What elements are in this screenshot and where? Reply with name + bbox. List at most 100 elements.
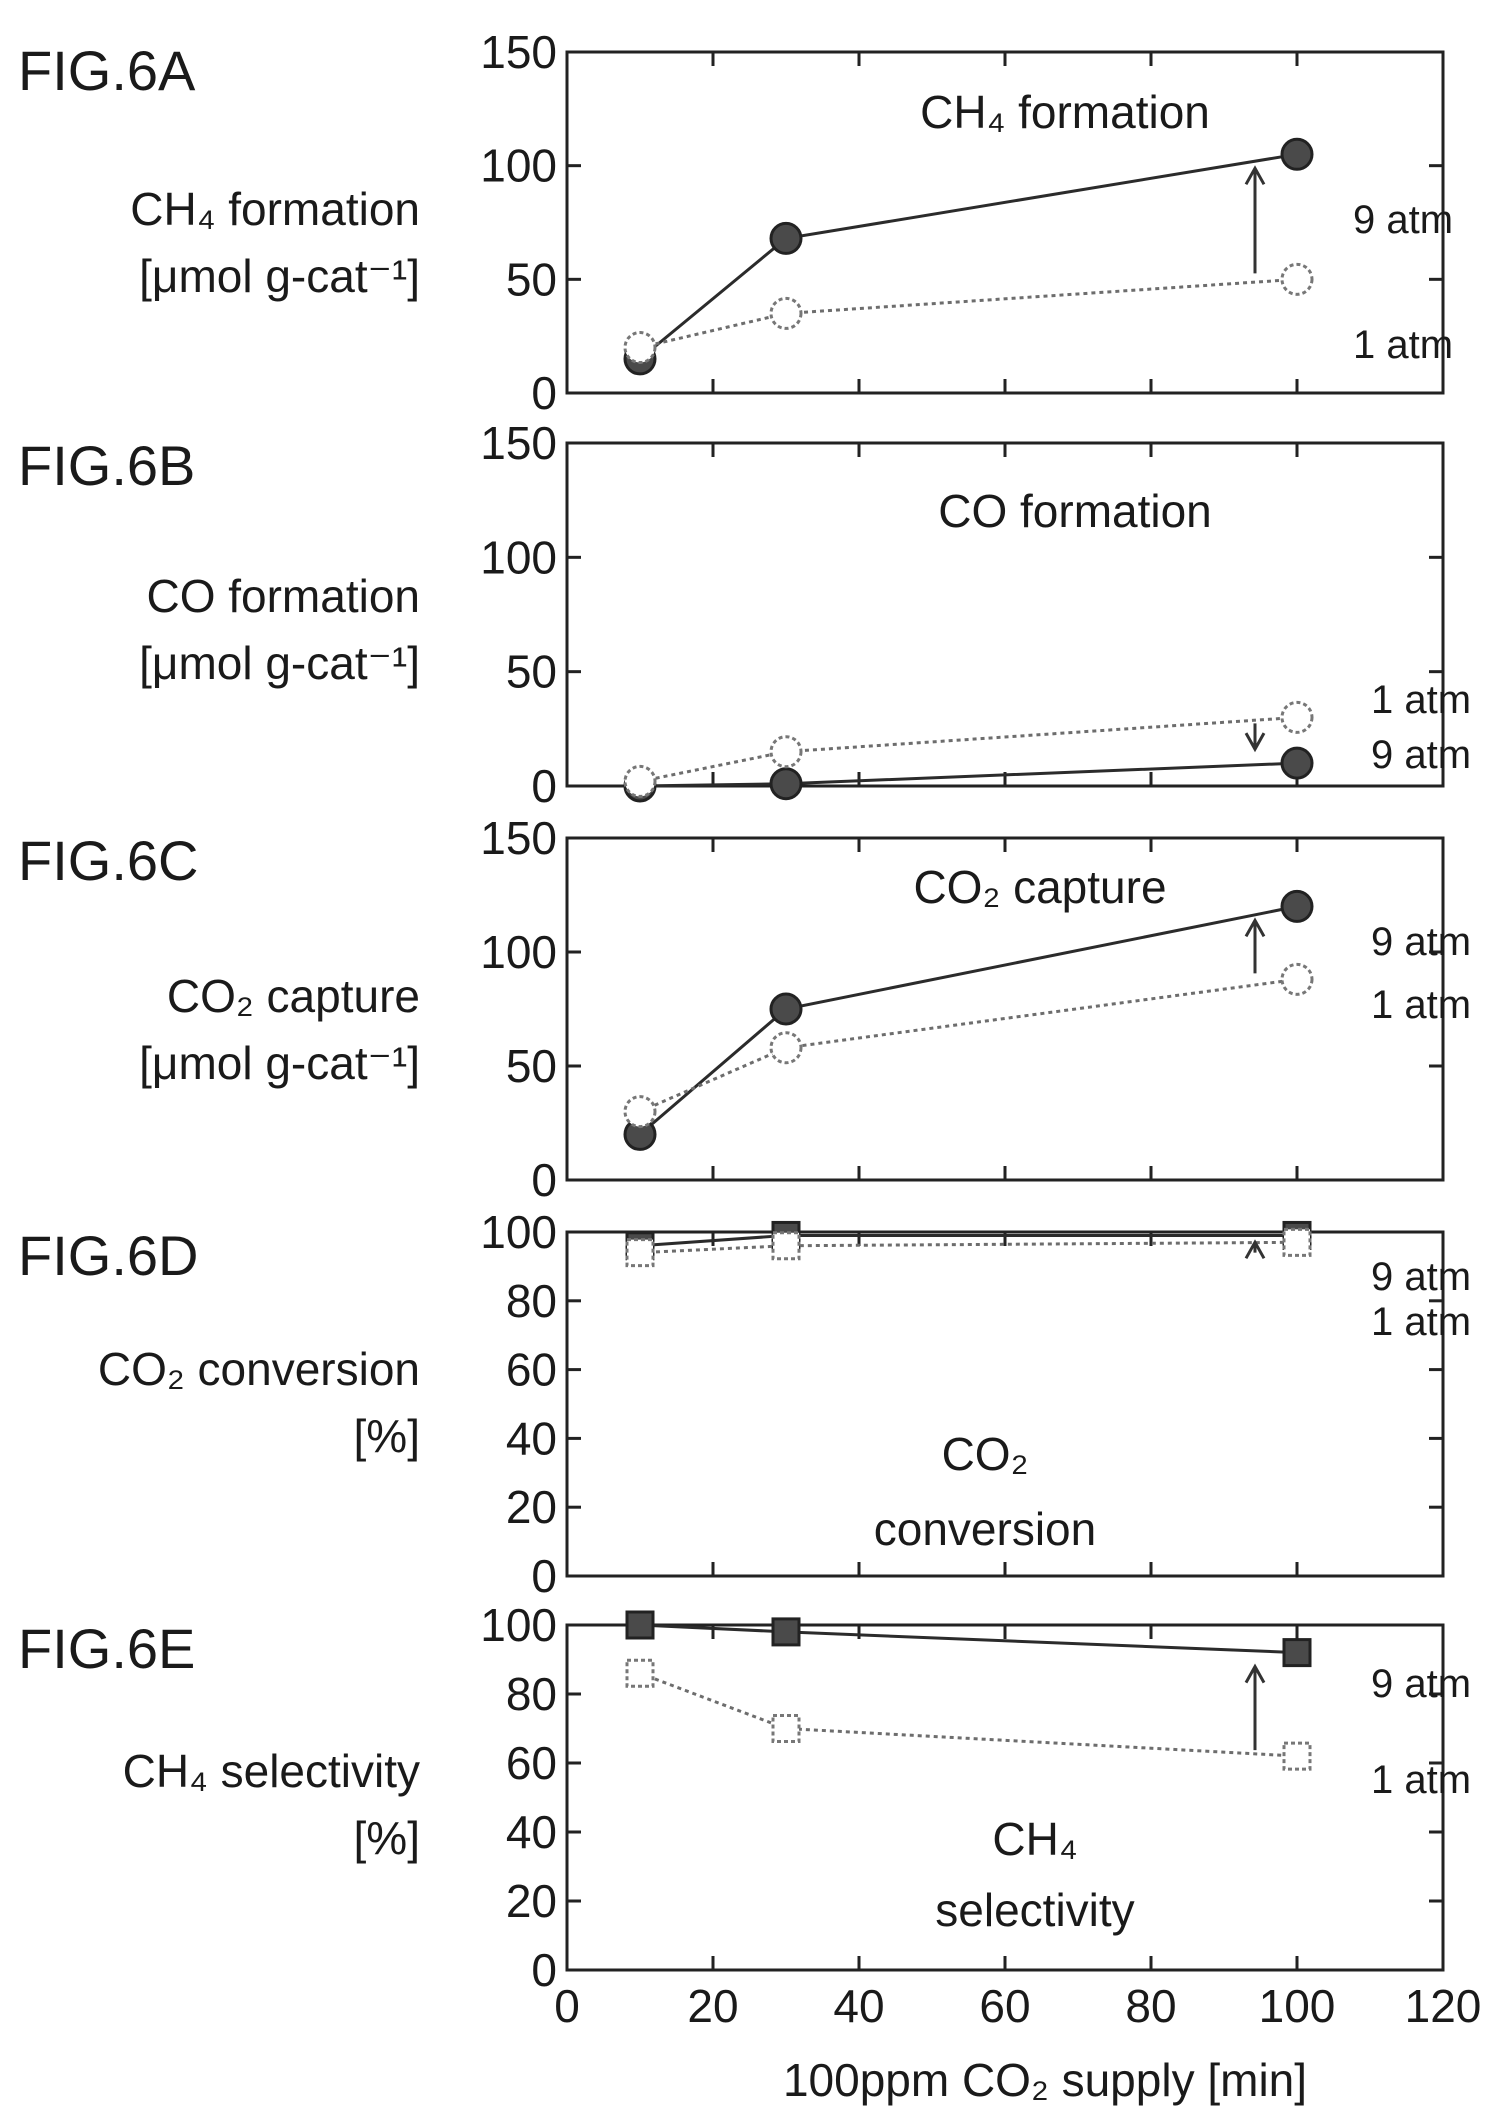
panel-fig6c: 0 50 100 150 FIG.6C CO₂ capture [μmol g-cat⁻¹]…	[18, 812, 1471, 1206]
series-line-1-atm	[639, 977, 1298, 1113]
arrow-head	[1244, 917, 1266, 938]
y-tick-label: 0	[531, 760, 557, 812]
series-line-9-atm	[639, 904, 1298, 1136]
pressure-label: 1 atm	[1371, 678, 1471, 722]
y-tick-label: 20	[506, 1481, 557, 1533]
pressure-label: 1 atm	[1371, 983, 1471, 1027]
figure-label: FIG.6D	[18, 1224, 198, 1287]
data-point	[769, 296, 803, 330]
panel-title: CO₂ capture	[913, 861, 1166, 913]
y-tick-label: 0	[531, 1944, 557, 1996]
arrow-head	[1244, 165, 1266, 186]
figure-label: FIG.6A	[18, 39, 196, 102]
y-tick-label: 100	[480, 1599, 557, 1651]
y-tick-label: 80	[506, 1275, 557, 1327]
x-tick-label: 60	[979, 1980, 1030, 2032]
data-point	[1282, 1638, 1312, 1668]
series-line-9-atm	[639, 761, 1298, 788]
y-tick-label: 100	[480, 926, 557, 978]
x-tick-label: 20	[687, 1980, 738, 2032]
data-point	[1282, 1741, 1312, 1771]
pressure-label: 9 atm	[1371, 1662, 1471, 1706]
pressure-label: 9 atm	[1371, 1255, 1471, 1299]
y-axis-label: CO formation	[146, 570, 420, 622]
y-axis-label: CO₂ conversion	[98, 1343, 420, 1395]
x-axis-label: 100ppm CO₂ supply [min]	[783, 2054, 1307, 2106]
data-point	[771, 1714, 801, 1743]
y-axis-label: CO₂ capture	[167, 970, 420, 1022]
y-axis-label: CH₄ selectivity	[123, 1745, 420, 1797]
panel-title: conversion	[874, 1503, 1096, 1555]
data-point	[1280, 746, 1314, 780]
y-tick-label: 50	[506, 646, 557, 698]
data-point	[769, 221, 803, 255]
y-tick-label: 0	[531, 1154, 557, 1206]
y-tick-label: 0	[531, 367, 557, 419]
pressure-label: 9 atm	[1353, 198, 1453, 242]
x-tick-label: 0	[554, 1980, 580, 2032]
y-axis-label: [μmol g-cat⁻¹]	[139, 250, 420, 302]
y-tick-label: 100	[480, 1206, 557, 1258]
data-point	[1280, 137, 1314, 171]
pressure-label: 1 atm	[1371, 1300, 1471, 1344]
data-point	[1280, 262, 1314, 296]
series-line-9-atm	[639, 152, 1298, 361]
data-point	[1282, 1227, 1312, 1257]
data-point	[625, 1658, 655, 1688]
data-point	[769, 767, 803, 801]
y-tick-label: 150	[480, 26, 557, 78]
arrow-head	[1244, 1239, 1266, 1260]
y-tick-label: 80	[506, 1668, 557, 1720]
y-tick-label: 100	[480, 531, 557, 583]
x-tick-label: 40	[833, 1980, 884, 2032]
y-tick-label: 0	[531, 1550, 557, 1602]
y-axis-label: [%]	[354, 1812, 420, 1864]
y-tick-label: 150	[480, 417, 557, 469]
panel-fig6a: 0 50 100 150 FIG.6A CH₄ formation [μmol g-cat⁻…	[18, 26, 1453, 419]
y-tick-label: 50	[506, 253, 557, 305]
data-point	[1280, 700, 1314, 734]
figure-label: FIG.6B	[18, 434, 195, 497]
y-axis-label: CH₄ formation	[130, 183, 420, 235]
figure-label: FIG.6C	[18, 829, 198, 892]
data-point	[771, 1231, 801, 1261]
panel-title: CO₂	[942, 1428, 1029, 1480]
x-tick-label: 120	[1405, 1980, 1482, 2032]
y-tick-label: 40	[506, 1806, 557, 1858]
y-tick-label: 60	[506, 1737, 557, 1789]
panel-fig6e: 0 20 40 60 80 100 FIG.6E CH₄ selectivity [%] CH₄ s…	[18, 1599, 1471, 1996]
y-axis-label: [μmol g-cat⁻¹]	[139, 1037, 420, 1089]
pressure-label: 1 atm	[1353, 323, 1453, 367]
y-tick-label: 60	[506, 1344, 557, 1396]
y-tick-label: 50	[506, 1040, 557, 1092]
x-tick-label: 100	[1259, 1980, 1336, 2032]
pressure-label: 9 atm	[1371, 733, 1471, 777]
panel-title: CH₄ formation	[920, 86, 1210, 138]
data-point	[769, 992, 803, 1026]
panel-title: CO formation	[938, 485, 1212, 537]
panel-title: CH₄	[992, 1813, 1077, 1865]
data-point	[1280, 962, 1314, 996]
data-point	[769, 1031, 803, 1065]
data-point	[1280, 889, 1314, 923]
figure-label: FIG.6E	[18, 1617, 195, 1680]
y-axis-label: [μmol g-cat⁻¹]	[139, 637, 420, 689]
y-axis-label: [%]	[354, 1410, 420, 1462]
data-point	[623, 764, 657, 798]
y-tick-label: 40	[506, 1412, 557, 1464]
panel-title: selectivity	[935, 1884, 1134, 1936]
series-line-1-atm	[639, 1240, 1298, 1255]
y-tick-label: 150	[480, 812, 557, 864]
series-line-1-atm	[639, 1671, 1298, 1758]
series-line-9-atm	[639, 1623, 1298, 1655]
series-line-1-atm	[639, 715, 1298, 783]
x-tick-label: 80	[1125, 1980, 1176, 2032]
data-point	[771, 1617, 801, 1647]
panel-fig6b: 0 50 100 150 FIG.6B CO formation [μmol g-cat⁻¹…	[18, 417, 1471, 812]
arrow-head	[1244, 1663, 1266, 1684]
panel-fig6d: 0 20 40 60 80 100 FIG.6D CO₂ conversion [%] CO₂ co…	[18, 1206, 1471, 1602]
y-tick-label: 20	[506, 1875, 557, 1927]
data-point	[769, 735, 803, 769]
arrow-head	[1244, 732, 1266, 753]
